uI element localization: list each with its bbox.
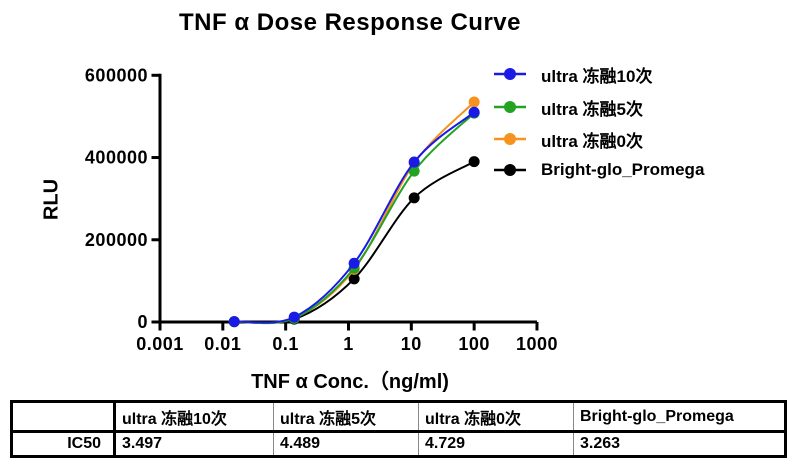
ic50-value: 4.489 xyxy=(273,431,419,457)
legend-item: ultra 冻融5次 xyxy=(493,95,643,119)
x-axis-label: TNF α Conc.（ng/ml) xyxy=(251,371,449,393)
legend-label: ultra 冻融10次 xyxy=(541,66,653,86)
data-point-marker xyxy=(408,192,420,204)
chart-title: TNF α Dose Response Curve xyxy=(179,9,521,36)
x-tick-label: 100 xyxy=(458,334,490,354)
y-tick-label: 200000 xyxy=(85,230,148,250)
data-point-marker xyxy=(228,316,240,328)
ic50-table: ultra 冻融10次 ultra 冻融5次 ultra 冻融0次 Bright… xyxy=(10,400,787,458)
table-col-header: ultra 冻融0次 xyxy=(418,401,574,433)
table-col-header: ultra 冻融5次 xyxy=(273,401,419,433)
data-point-marker xyxy=(408,165,420,177)
legend-label: ultra 冻融5次 xyxy=(541,99,644,119)
x-tick-label: 0.01 xyxy=(204,334,241,354)
ic50-value: 4.729 xyxy=(418,431,574,457)
legend-marker-icon xyxy=(494,164,526,176)
series-curve xyxy=(234,160,475,324)
legend-marker-icon xyxy=(494,68,526,80)
legend-label: Bright-glo_Promega xyxy=(541,160,705,179)
y-tick-label: 600000 xyxy=(85,65,148,85)
data-point-marker xyxy=(408,156,420,168)
y-axis-label: RLU xyxy=(40,178,63,221)
plot-area: 0 200000 400000 600000 0.001 0.01 0.1 1 10 100 100… xyxy=(85,65,558,354)
series-curve xyxy=(234,112,475,325)
x-tick-label: 0.001 xyxy=(136,334,184,354)
legend-label: ultra 冻融0次 xyxy=(541,131,644,151)
x-tick-label: 10 xyxy=(401,334,422,354)
data-point-marker xyxy=(348,257,360,269)
data-point-marker xyxy=(288,311,300,323)
x-tick-label: 0.1 xyxy=(272,334,299,354)
series-curve xyxy=(234,111,475,324)
data-point-marker xyxy=(348,273,360,285)
table-row-header: IC50 xyxy=(67,435,101,452)
y-tick-label: 0 xyxy=(137,312,148,332)
legend-marker-icon xyxy=(494,133,526,145)
ic50-value: 3.497 xyxy=(113,431,274,457)
data-point-marker xyxy=(468,106,480,118)
x-tick-label: 1000 xyxy=(516,334,558,354)
series-curve xyxy=(234,101,475,324)
ic50-value: 3.263 xyxy=(573,431,786,457)
y-tick-label: 400000 xyxy=(85,148,148,168)
table-corner-cell xyxy=(11,401,115,433)
legend-marker-icon xyxy=(494,101,526,113)
table-col-header: Bright-glo_Promega xyxy=(573,401,786,433)
legend-item: Bright-glo_Promega xyxy=(493,158,704,182)
data-point-marker xyxy=(468,96,480,108)
x-tick-label: 1 xyxy=(343,334,354,354)
table-col-header: ultra 冻融10次 xyxy=(113,401,274,433)
data-point-marker xyxy=(468,156,480,168)
legend-item: ultra 冻融0次 xyxy=(493,127,643,151)
legend-item: ultra 冻融10次 xyxy=(493,62,652,86)
